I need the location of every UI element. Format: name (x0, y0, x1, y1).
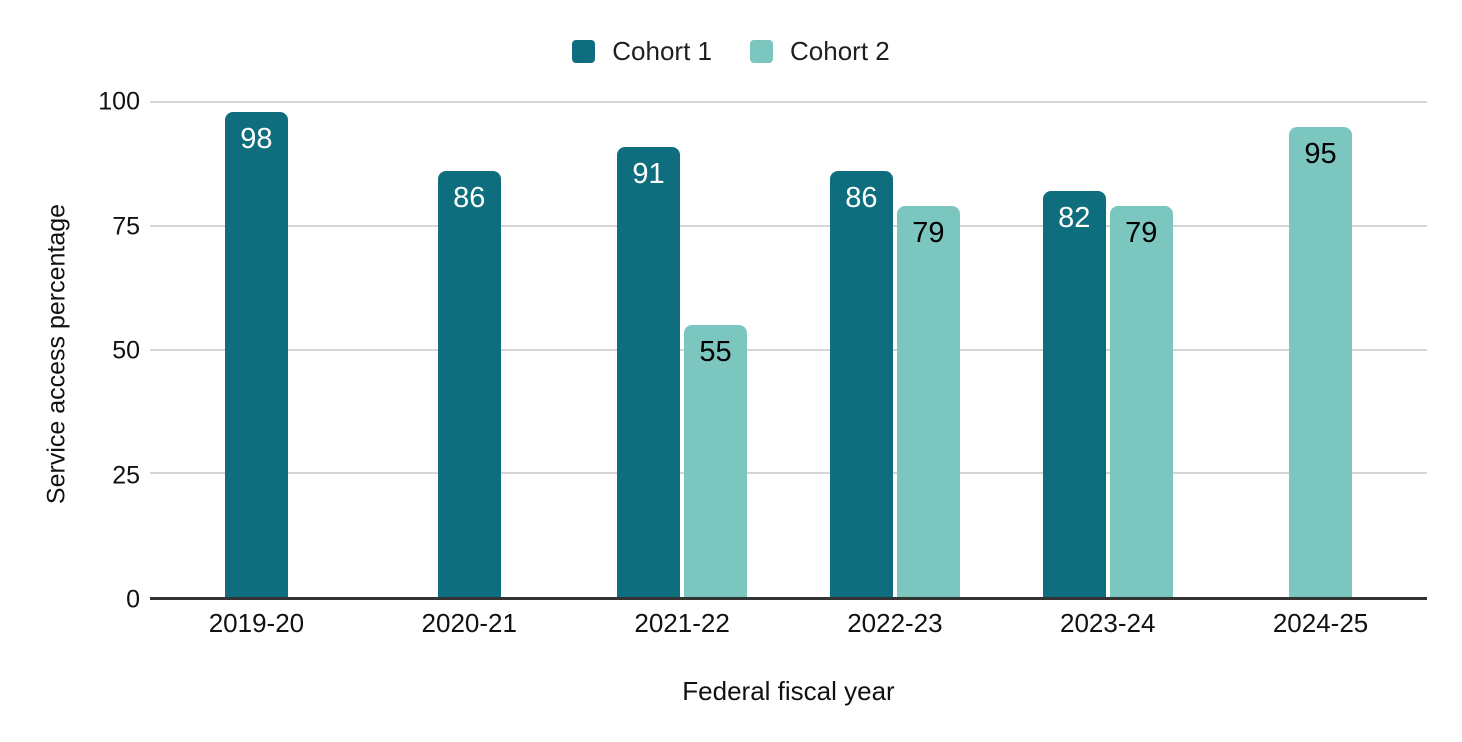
legend-swatch-cohort-2 (750, 40, 773, 63)
bar-value-label: 79 (912, 216, 945, 249)
bar-cohort-2-2024-25: 95 (1289, 126, 1353, 597)
legend-item-cohort-1: Cohort 1 (572, 36, 712, 67)
bar-cohort-1-2023-24: 82 (1042, 191, 1106, 597)
bar-cohort-2-2022-23: 79 (896, 205, 960, 597)
plot-area: 98 86 91 55 86 79 82 79 95 (150, 101, 1427, 600)
bar-value-label: 86 (453, 182, 486, 215)
bar-group-2022-23: 86 79 (788, 102, 1001, 597)
bar-cohort-2-2023-24: 79 (1109, 205, 1173, 597)
bar-value-label: 55 (699, 335, 732, 368)
x-axis-ticks: 2019-20 2020-21 2021-22 2022-23 2023-24 2024-… (150, 608, 1427, 639)
bar-groups: 98 86 91 55 86 79 82 79 95 (150, 102, 1427, 597)
gridline-100 (150, 101, 1427, 103)
legend-label-cohort-1: Cohort 1 (612, 36, 712, 66)
x-tick-label-2023-24: 2023-24 (1060, 608, 1156, 638)
bar-group-2024-25: 95 (1214, 102, 1427, 597)
y-axis-ticks: 0 25 50 75 100 (0, 89, 140, 612)
y-tick-label-75: 75 (112, 212, 140, 240)
bar-value-label: 98 (240, 122, 273, 155)
bar-group-2019-20: 98 (150, 102, 363, 597)
gridline-75 (150, 224, 1427, 227)
x-axis-title: Federal fiscal year (682, 676, 895, 706)
x-tick-label-2024-25: 2024-25 (1272, 608, 1369, 638)
bar-value-label: 79 (1125, 216, 1158, 249)
gridline-25 (150, 472, 1427, 475)
y-tick-label-100: 100 (98, 87, 140, 116)
legend-swatch-cohort-1 (572, 40, 596, 63)
y-tick-label-25: 25 (112, 461, 140, 489)
bar-cohort-1-2019-20: 98 (224, 111, 288, 597)
bar-cohort-1-2020-21: 86 (437, 171, 501, 597)
x-tick-label-2021-22: 2021-22 (634, 608, 730, 638)
legend-item-cohort-2: Cohort 2 (750, 36, 890, 67)
bar-value-label: 86 (845, 182, 878, 215)
bar-value-label: 91 (632, 157, 665, 190)
legend: Cohort 1 Cohort 2 (0, 36, 1462, 67)
bar-value-label: 95 (1304, 137, 1337, 170)
bar-group-2023-24: 82 79 (1001, 102, 1214, 597)
gridline-50 (150, 348, 1427, 351)
y-tick-label-0: 0 (126, 585, 140, 614)
x-tick-label-2020-21: 2020-21 (421, 608, 517, 638)
bar-value-label: 82 (1058, 202, 1091, 235)
bar-group-2021-22: 91 55 (576, 102, 789, 597)
y-tick-label-50: 50 (112, 336, 140, 365)
bar-cohort-2-2021-22: 55 (684, 324, 748, 597)
legend-label-cohort-2: Cohort 2 (790, 36, 890, 66)
x-tick-label-2022-23: 2022-23 (847, 608, 943, 638)
bar-cohort-1-2022-23: 86 (829, 171, 893, 597)
bar-cohort-1-2021-22: 91 (617, 146, 681, 597)
x-tick-label-2019-20: 2019-20 (208, 608, 305, 638)
bar-group-2020-21: 86 (363, 102, 576, 597)
